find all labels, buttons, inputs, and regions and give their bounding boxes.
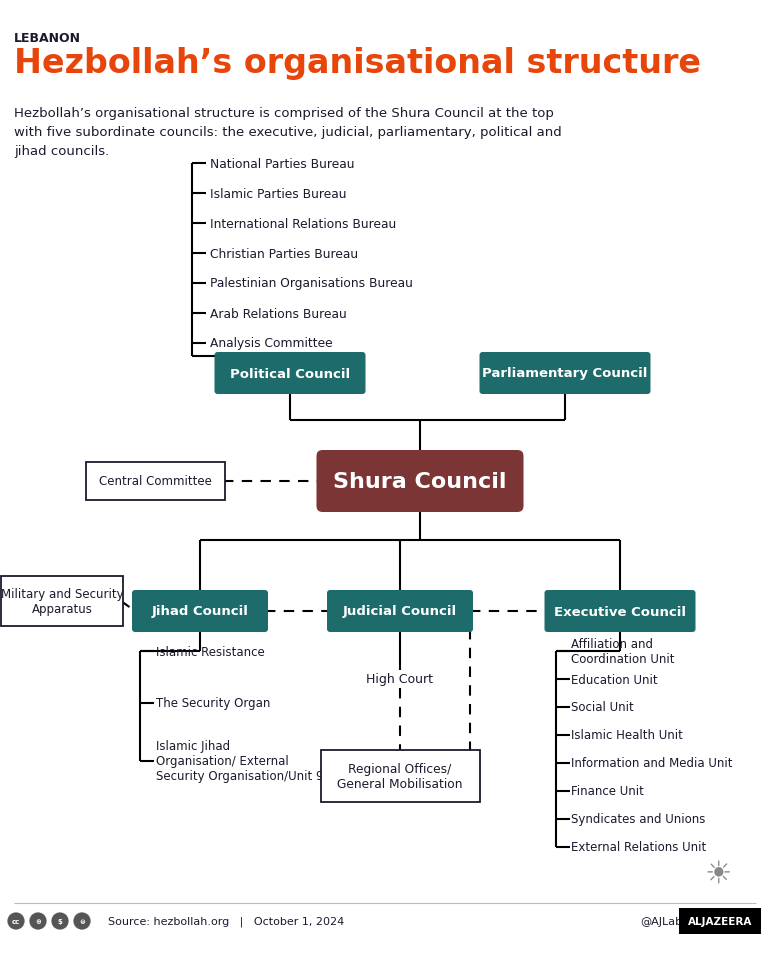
Text: Christian Parties Bureau: Christian Parties Bureau bbox=[210, 247, 358, 260]
Text: Islamic Jihad
Organisation/ External
Security Organisation/Unit 910: Islamic Jihad Organisation/ External Sec… bbox=[156, 740, 338, 782]
Text: Parliamentary Council: Parliamentary Council bbox=[482, 367, 648, 381]
FancyBboxPatch shape bbox=[320, 751, 480, 802]
Text: External Relations Unit: External Relations Unit bbox=[571, 841, 706, 853]
FancyBboxPatch shape bbox=[215, 353, 366, 395]
Circle shape bbox=[51, 912, 69, 930]
Circle shape bbox=[29, 912, 47, 930]
Text: National Parties Bureau: National Parties Bureau bbox=[210, 158, 354, 170]
Text: Military and Security
Apparatus: Military and Security Apparatus bbox=[1, 587, 123, 615]
Text: Islamic Parties Bureau: Islamic Parties Bureau bbox=[210, 187, 346, 200]
Text: Education Unit: Education Unit bbox=[571, 673, 658, 686]
Text: The Security Organ: The Security Organ bbox=[156, 697, 270, 710]
Text: @AJLabs: @AJLabs bbox=[640, 916, 688, 926]
Text: Islamic Resistance: Islamic Resistance bbox=[156, 645, 265, 658]
Text: Affiliation and
Coordination Unit: Affiliation and Coordination Unit bbox=[571, 637, 675, 665]
Text: Palestinian Organisations Bureau: Palestinian Organisations Bureau bbox=[210, 277, 413, 290]
Circle shape bbox=[7, 912, 25, 930]
FancyBboxPatch shape bbox=[316, 451, 524, 512]
Text: Hezbollah’s organisational structure is comprised of the Shura Council at the to: Hezbollah’s organisational structure is … bbox=[14, 107, 562, 158]
Text: Information and Media Unit: Information and Media Unit bbox=[571, 756, 732, 770]
Text: High Court: High Court bbox=[367, 672, 434, 685]
Text: Central Committee: Central Committee bbox=[99, 475, 212, 488]
FancyBboxPatch shape bbox=[132, 590, 268, 632]
Text: International Relations Bureau: International Relations Bureau bbox=[210, 217, 397, 231]
FancyBboxPatch shape bbox=[480, 353, 651, 395]
Text: Hezbollah’s organisational structure: Hezbollah’s organisational structure bbox=[14, 47, 701, 80]
Text: ☀: ☀ bbox=[705, 858, 732, 888]
FancyBboxPatch shape bbox=[544, 590, 695, 632]
Text: Syndicates and Unions: Syndicates and Unions bbox=[571, 813, 705, 825]
Text: Regional Offices/
General Mobilisation: Regional Offices/ General Mobilisation bbox=[337, 762, 463, 790]
Text: ⊜: ⊜ bbox=[79, 918, 85, 924]
Text: ALJAZEERA: ALJAZEERA bbox=[688, 916, 752, 926]
Text: Social Unit: Social Unit bbox=[571, 701, 634, 714]
Text: cc: cc bbox=[12, 918, 20, 924]
Text: Islamic Health Unit: Islamic Health Unit bbox=[571, 728, 683, 742]
Text: Jihad Council: Jihad Council bbox=[152, 604, 249, 618]
FancyBboxPatch shape bbox=[679, 908, 761, 934]
Text: Finance Unit: Finance Unit bbox=[571, 785, 644, 798]
Text: Judicial Council: Judicial Council bbox=[343, 604, 457, 618]
Text: LEBANON: LEBANON bbox=[14, 32, 81, 45]
FancyBboxPatch shape bbox=[1, 577, 123, 627]
Circle shape bbox=[73, 912, 91, 930]
Text: ⊕: ⊕ bbox=[35, 918, 41, 924]
Text: Shura Council: Shura Council bbox=[333, 472, 507, 491]
FancyBboxPatch shape bbox=[85, 462, 225, 501]
Text: Political Council: Political Council bbox=[230, 367, 350, 381]
Text: $: $ bbox=[58, 918, 62, 924]
Text: Analysis Committee: Analysis Committee bbox=[210, 337, 333, 350]
FancyBboxPatch shape bbox=[327, 590, 473, 632]
Text: Executive Council: Executive Council bbox=[554, 604, 686, 618]
Text: Arab Relations Bureau: Arab Relations Bureau bbox=[210, 308, 346, 320]
Text: Source: hezbollah.org   |   October 1, 2024: Source: hezbollah.org | October 1, 2024 bbox=[108, 916, 344, 926]
